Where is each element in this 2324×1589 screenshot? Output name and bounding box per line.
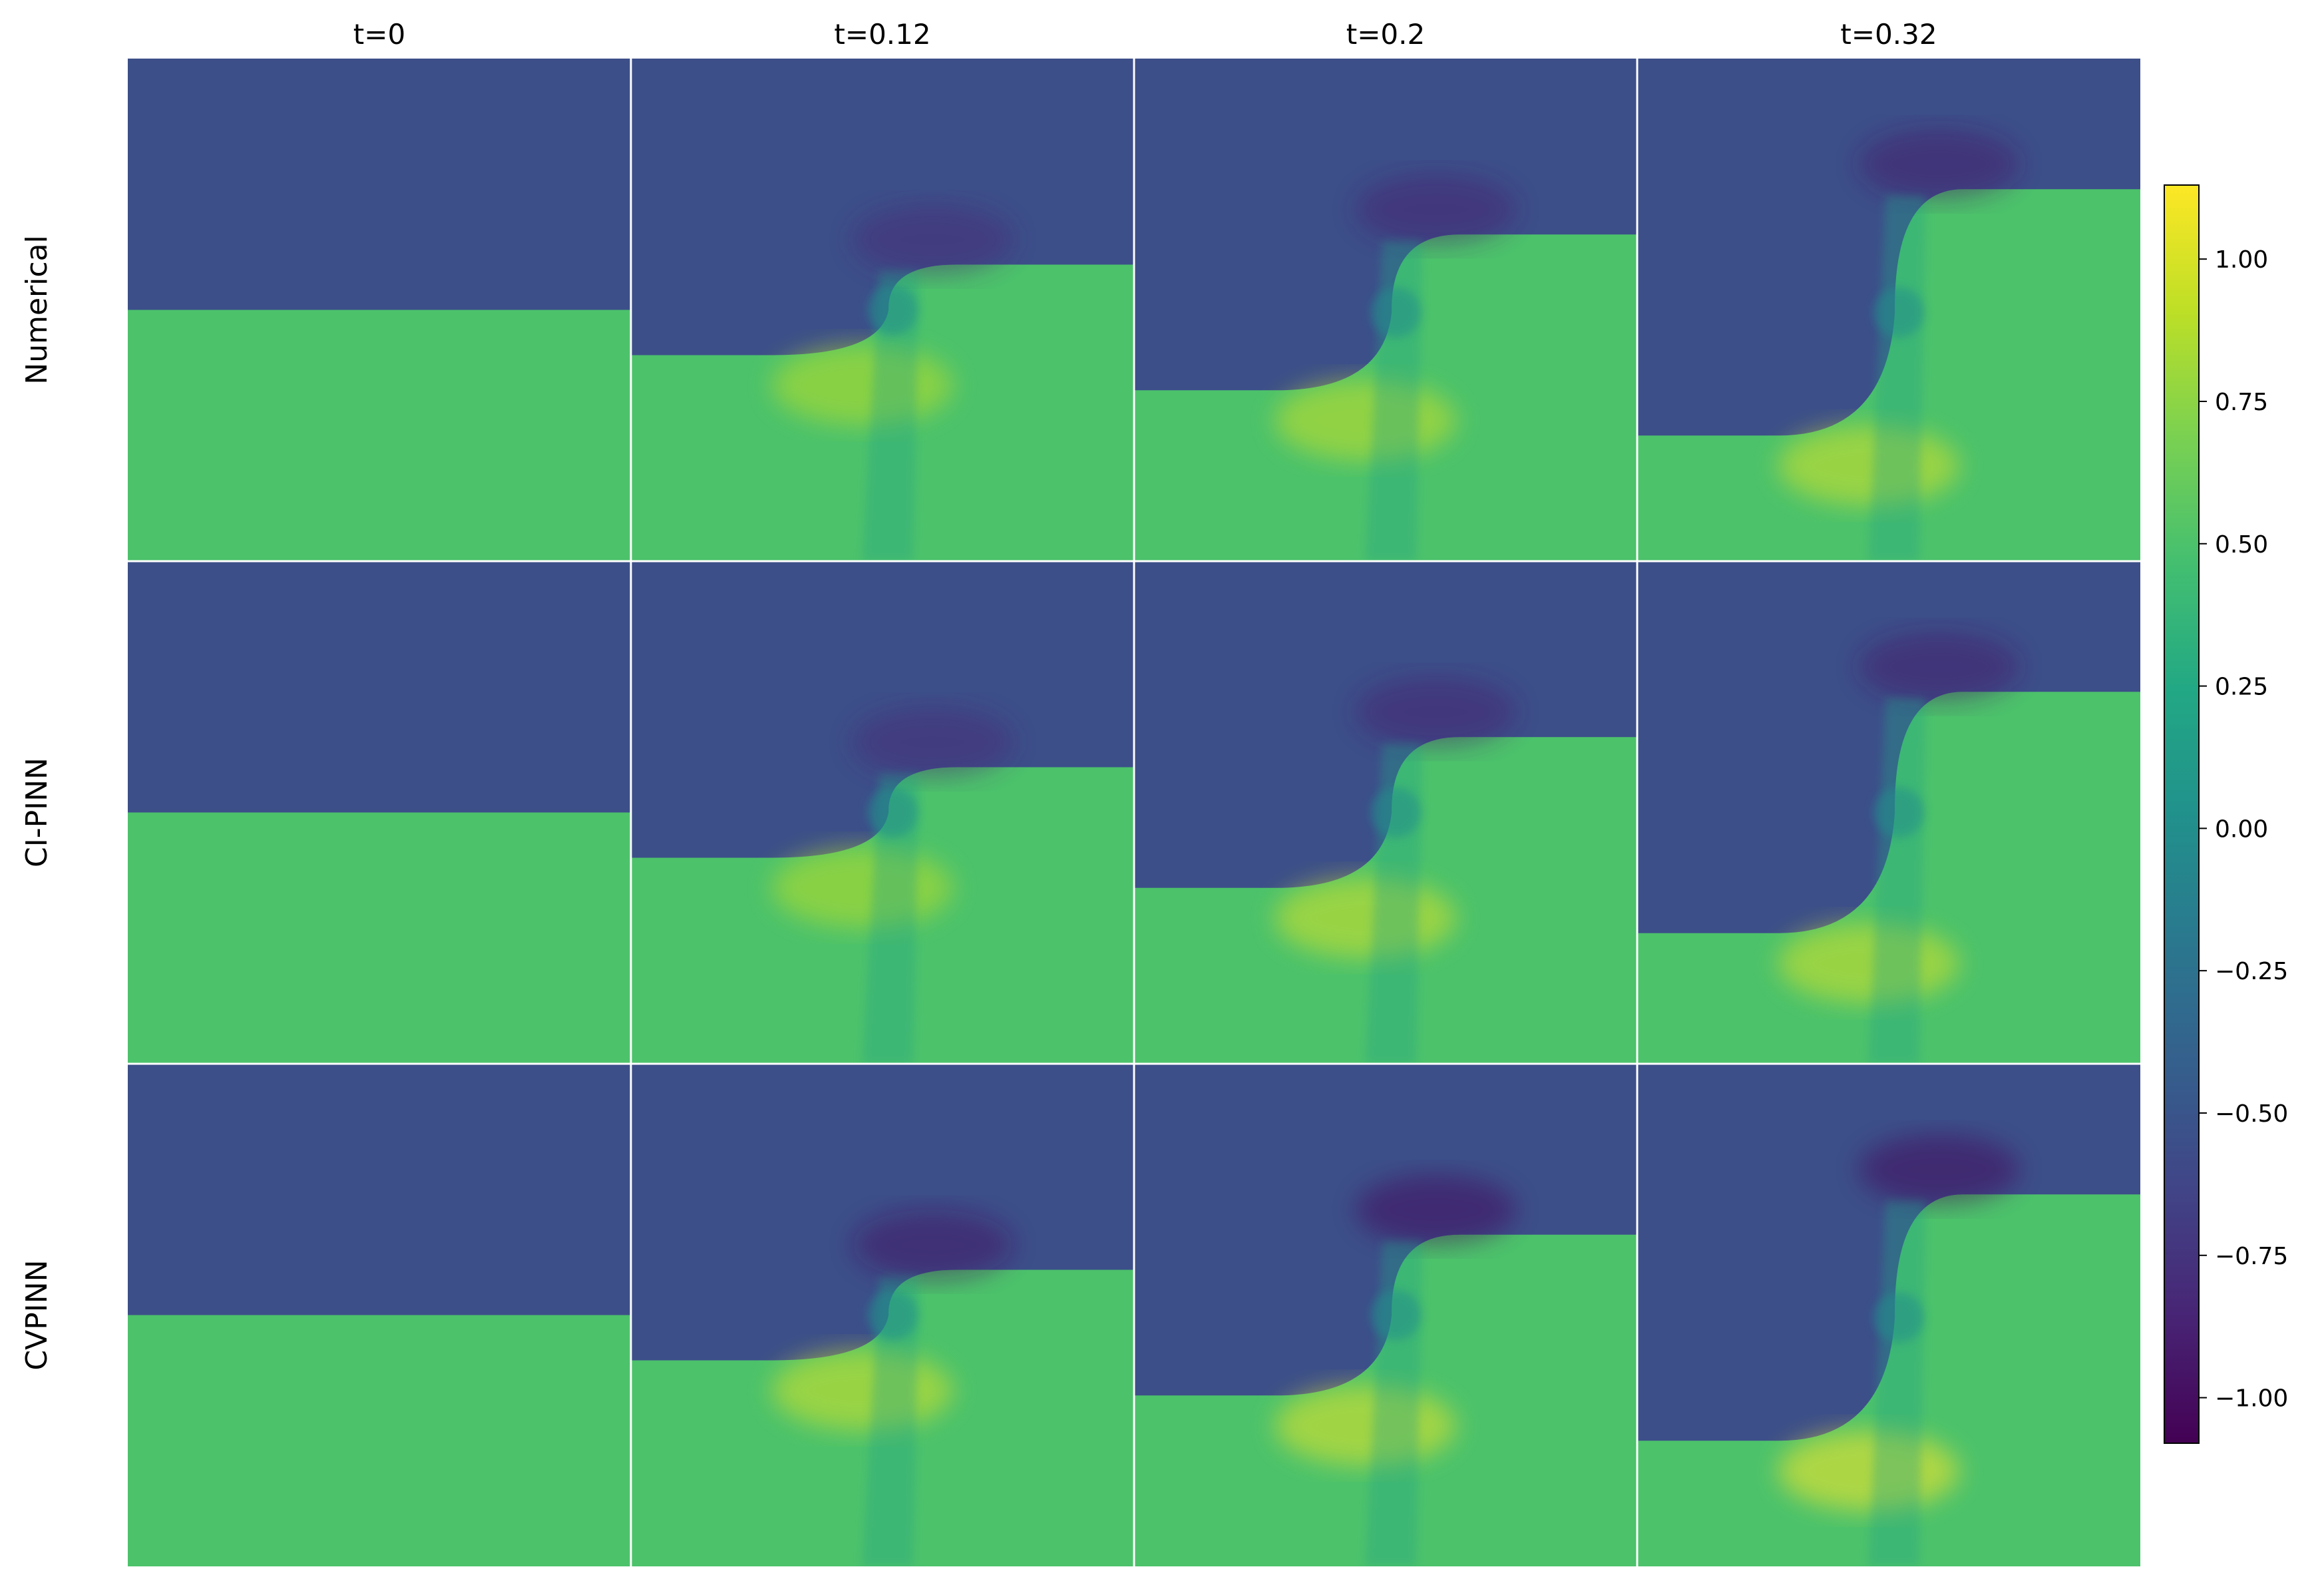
overshoot-glow [771,1350,953,1431]
colorbar-tick-label: −0.50 [2215,1100,2288,1128]
overshoot-glow [1778,923,1959,1004]
row-labels: Numerical CI-PINN CVPINN [20,235,54,1370]
heatmap-panel-r2-c1 [631,1064,1134,1566]
overshoot-glow [771,345,953,426]
undershoot-shadow [1858,1134,2020,1205]
undershoot-shadow [1355,174,1517,245]
colorbar-tick-label: 1.00 [2215,246,2268,274]
heatmap-panel-r1-c3 [1637,561,2140,1064]
overshoot-glow [1274,1385,1456,1467]
vortex-core [1370,787,1421,838]
vortex-core [1873,287,1924,338]
undershoot-shadow [1355,1174,1517,1245]
column-title: t=0.12 [834,18,930,51]
vortex-core [867,787,918,838]
row-label: CI-PINN [20,758,54,867]
vortex-core [1873,1292,1924,1343]
undershoot-shadow [852,706,1014,778]
colorbar-tick-label: 0.75 [2215,389,2268,416]
column-titles: t=0 t=0.12 t=0.2 t=0.32 [353,18,1937,51]
colorbar-tick-label: −0.25 [2215,958,2288,985]
column-title: t=0.2 [1346,18,1425,51]
colorbar-tick-label: 0.00 [2215,815,2268,843]
overshoot-glow [1778,1431,1959,1511]
rarefaction-fan [1868,698,1926,1064]
upper-region [128,59,631,310]
upper-region [631,59,1134,355]
heatmap-panel-grid [128,59,2140,1566]
overshoot-glow [1274,380,1456,461]
colorbar-tick-label: −1.00 [2215,1385,2288,1413]
rarefaction-fan [862,1276,920,1566]
heatmap-panel-r1-c0 [128,561,631,1064]
overshoot-glow [1778,425,1959,506]
heatmap-panel-r2-c2 [1134,1064,1637,1566]
upper-region [631,1064,1134,1361]
vortex-core [867,284,918,336]
colorbar-tick-label: 0.25 [2215,674,2268,701]
column-title: t=0 [353,18,405,51]
undershoot-shadow [1858,128,2020,200]
row-label: Numerical [20,235,54,384]
heatmap-panel-r2-c0 [128,1064,631,1566]
upper-region [631,561,1134,858]
rarefaction-fan [1868,1201,1926,1566]
heatmap-panel-r0-c2 [1134,59,1637,561]
vortex-core [867,1289,918,1341]
colorbar-tick-label: −0.75 [2215,1243,2288,1270]
colorbar-gradient [2164,184,2200,1444]
vortex-core [1370,287,1421,338]
row-label: CVPINN [20,1259,54,1370]
undershoot-shadow [852,204,1014,275]
vortex-core [1873,787,1924,838]
upper-region [128,561,631,813]
undershoot-shadow [1355,676,1517,748]
heatmap-panel-r0-c0 [128,59,631,561]
heatmap-panel-r0-c1 [631,59,1134,561]
overshoot-glow [771,847,953,929]
column-title: t=0.32 [1840,18,1937,51]
colorbar-tick-label: 0.50 [2215,531,2268,559]
rarefaction-fan [862,271,920,561]
heatmap-panel-r1-c1 [631,561,1134,1064]
heatmap-panel-r2-c3 [1637,1064,2140,1566]
rarefaction-fan [1868,196,1926,561]
upper-region [128,1064,631,1315]
undershoot-shadow [852,1209,1014,1280]
overshoot-glow [1274,877,1456,959]
rarefaction-fan [862,774,920,1064]
heatmap-panel-r1-c2 [1134,561,1637,1064]
colorbar: −1.00 −0.75 −0.50 −0.25 0.00 0.25 0.50 0.75 1.00 [2164,184,2288,1444]
heatmap-panel-r0-c3 [1637,59,2140,561]
undershoot-shadow [1858,631,2020,702]
vortex-core [1370,1289,1421,1341]
